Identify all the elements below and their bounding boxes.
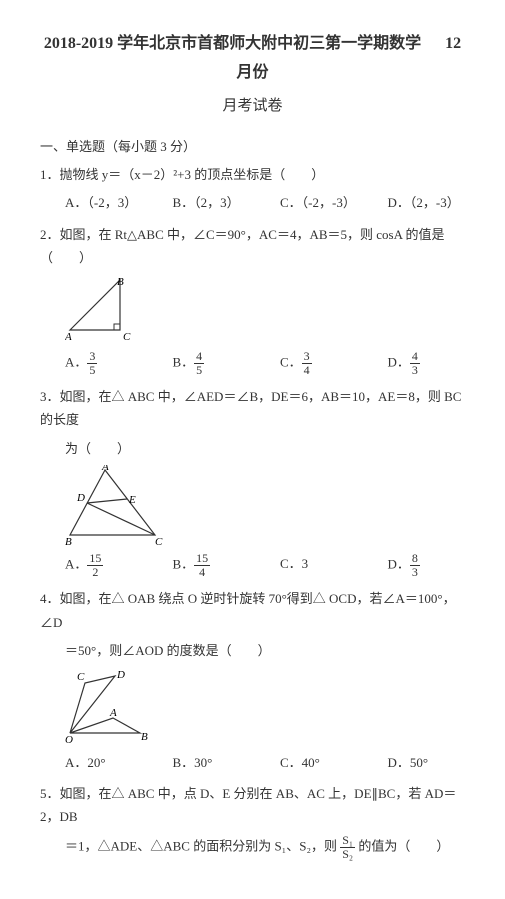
q2-text: 2．如图，在 Rt△ABC 中，∠C＝90°，AC＝4，AB＝5，则 cosA … — [40, 223, 465, 270]
q2-optC: C．34 — [280, 350, 358, 377]
question-5: 5．如图，在△ ABC 中，点 D、E 分别在 AB、AC 上，DE∥BC，若 … — [40, 782, 465, 861]
q2-optD: D．43 — [388, 350, 466, 377]
q1-optA: A．（-2，3） — [65, 191, 143, 214]
exam-subtitle: 月考试卷 — [40, 93, 465, 120]
q4-optA: A．20° — [65, 751, 143, 774]
q5-text2: ＝1，△ADE、△ABC 的面积分别为 S₁、S₂，则 S₁S₂ 的值为（ ） — [40, 834, 465, 861]
question-3: 3．如图，在△ ABC 中，∠AED＝∠B，DE＝6，AB＝10，AE＝8，则 … — [40, 385, 465, 580]
svg-text:E: E — [128, 494, 136, 506]
question-1: 1．抛物线 y＝（x－2）²+3 的顶点坐标是（ ） A．（-2，3） B．（2… — [40, 163, 465, 215]
q4-options: A．20° B．30° C．40° D．50° — [40, 751, 465, 774]
q1-optD: D．（2，-3） — [388, 191, 466, 214]
svg-text:A: A — [101, 465, 109, 473]
svg-text:B: B — [141, 731, 148, 743]
svg-text:C: C — [77, 671, 85, 683]
section-header: 一、单选题（每小题 3 分） — [40, 135, 465, 158]
svg-text:A: A — [109, 707, 117, 719]
q4-text2: ＝50°，则∠AOD 的度数是（ ） — [40, 639, 465, 662]
q3-options: A．152 B．154 C．3 D．83 — [40, 552, 465, 579]
q3-text1: 3．如图，在△ ABC 中，∠AED＝∠B，DE＝6，AB＝10，AE＝8，则 … — [40, 385, 465, 432]
svg-text:B: B — [117, 276, 124, 288]
q1-text: 1．抛物线 y＝（x－2）²+3 的顶点坐标是（ ） — [40, 163, 465, 186]
svg-text:C: C — [155, 536, 163, 547]
q1-options: A．（-2，3） B．（2，3） C．（-2，-3） D．（2，-3） — [40, 191, 465, 214]
q2-options: A．35 B．45 C．34 D．43 — [40, 350, 465, 377]
question-4: 4．如图，在△ OAB 绕点 O 逆时针旋转 70°得到△ OCD，若∠A＝10… — [40, 587, 465, 774]
svg-text:A: A — [65, 331, 72, 343]
q4-optC: C．40° — [280, 751, 358, 774]
q1-optB: B．（2，3） — [173, 191, 251, 214]
svg-text:C: C — [123, 331, 131, 343]
q1-optC: C．（-2，-3） — [280, 191, 358, 214]
q4-optB: B．30° — [173, 751, 251, 774]
q3-optA: A．152 — [65, 552, 143, 579]
q5-text1: 5．如图，在△ ABC 中，点 D、E 分别在 AB、AC 上，DE∥BC，若 … — [40, 782, 465, 829]
q3-optB: B．154 — [173, 552, 251, 579]
title-main: 2018-2019 学年北京市首都师大附中初三第一学期数学 — [44, 35, 421, 52]
q4-diagram: O A B C D — [65, 668, 465, 746]
q3-text2: 为（ ） — [40, 437, 465, 460]
question-2: 2．如图，在 Rt△ABC 中，∠C＝90°，AC＝4，AB＝5，则 cosA … — [40, 223, 465, 377]
exam-title: 2018-2019 学年北京市首都师大附中初三第一学期数学 12 月份 — [40, 30, 465, 88]
q4-text1: 4．如图，在△ OAB 绕点 O 逆时针旋转 70°得到△ OCD，若∠A＝10… — [40, 587, 465, 634]
q2-optB: B．45 — [173, 350, 251, 377]
q4-optD: D．50° — [388, 751, 466, 774]
svg-text:D: D — [116, 669, 125, 681]
q3-optD: D．83 — [388, 552, 466, 579]
q3-optC: C．3 — [280, 552, 358, 579]
svg-text:B: B — [65, 536, 72, 547]
q2-diagram: A B C — [65, 275, 465, 345]
q3-diagram: A B C D E — [65, 465, 465, 547]
q2-optA: A．35 — [65, 350, 143, 377]
svg-text:O: O — [65, 734, 73, 746]
svg-text:D: D — [76, 492, 85, 504]
